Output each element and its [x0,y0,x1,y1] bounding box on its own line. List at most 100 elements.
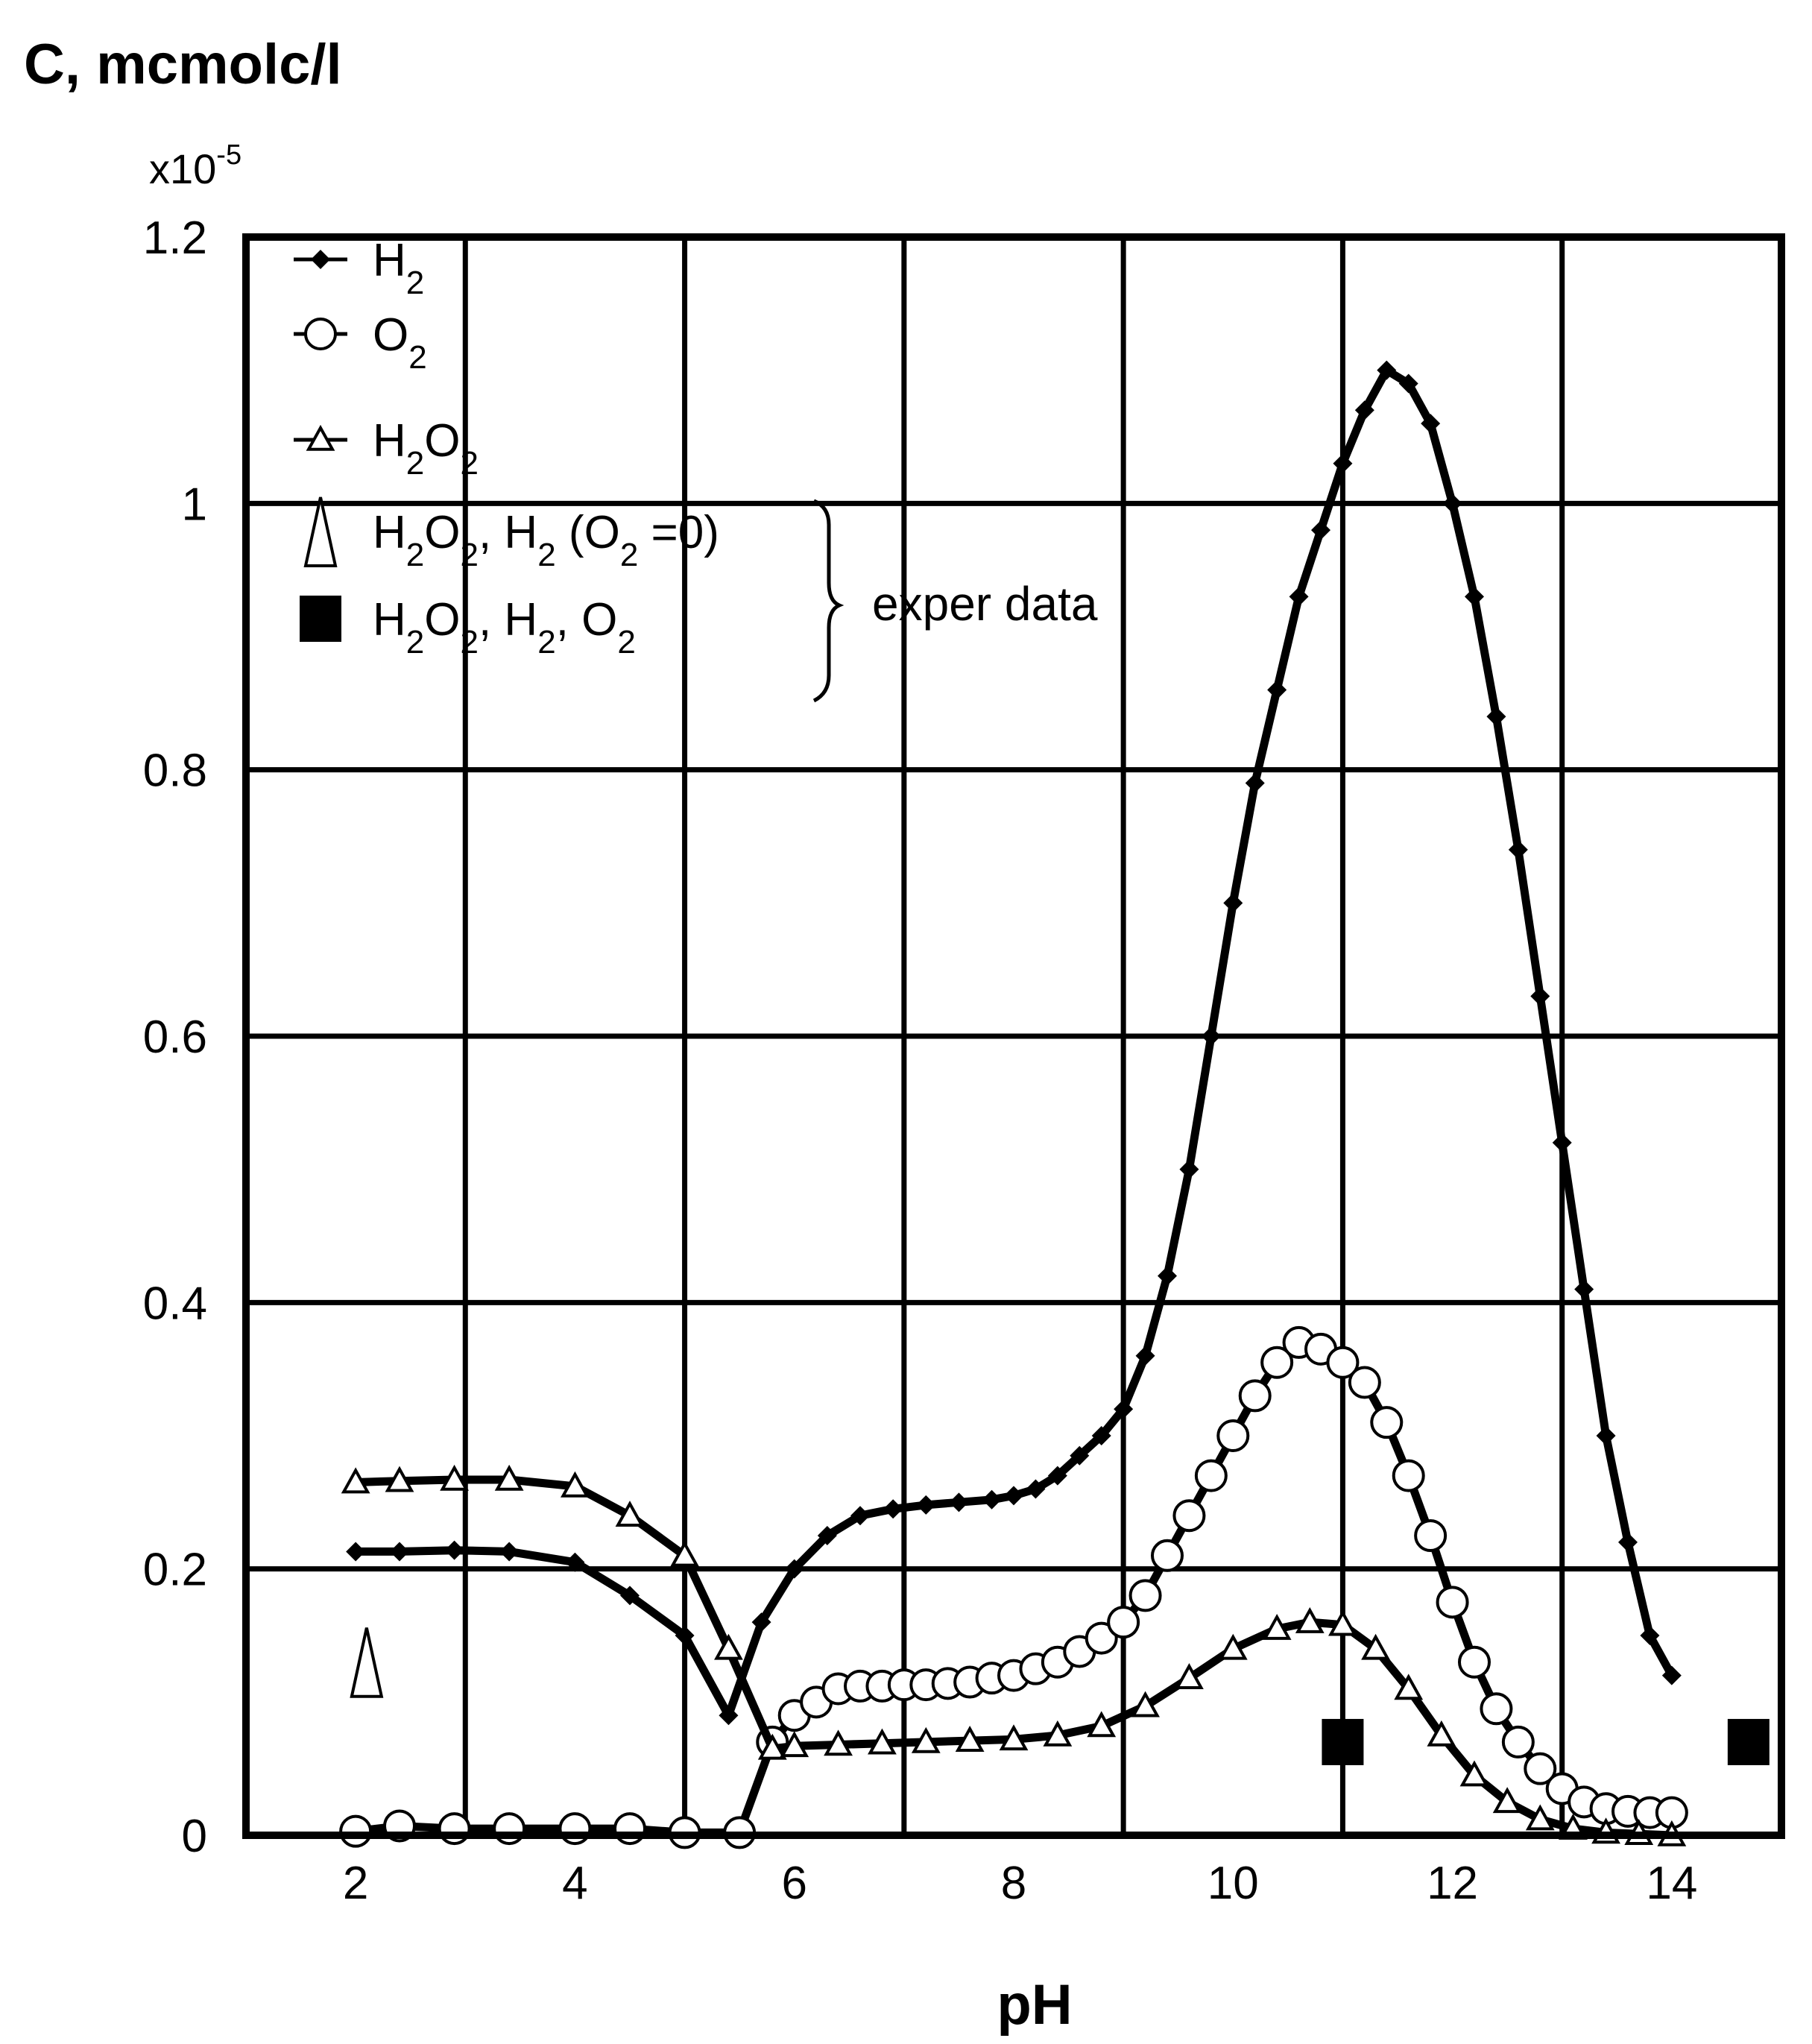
legend-marker [306,424,335,451]
legend-item: H2O2 [294,415,479,482]
data-point [1427,1720,1456,1747]
data-point [1661,1665,1682,1685]
plot-frame [242,233,1785,1839]
data-point [1238,1379,1272,1413]
x-tick-label: 14 [1646,1858,1697,1909]
data-point [850,1506,870,1526]
legend-label: H2 [373,235,424,301]
data-point [1524,1752,1557,1785]
y-tick-label: 0.4 [143,1278,207,1329]
data-point [1114,1399,1134,1419]
data-point [817,1526,837,1545]
data-point [350,1627,384,1698]
legend-item: O2 [294,309,427,376]
data-point [1436,1586,1469,1619]
legend-label-subscript: 2 [406,265,424,301]
legend-label-part: , H [479,594,537,646]
series-layer [339,360,1770,1849]
data-point [1107,1606,1140,1639]
exper-data-brace [812,499,845,703]
data-point [1392,1459,1425,1492]
legend-label-subscript: 2 [408,339,426,376]
data-point [493,1812,526,1846]
legend-label-subscript: 2 [461,537,479,573]
data-point [1501,1725,1535,1758]
x-tick-label: 10 [1208,1858,1259,1909]
series-2 [341,1464,1687,1846]
data-point [1179,1159,1199,1179]
data-point [1128,1579,1162,1612]
data-point [444,1540,464,1560]
y-tick-label: 0.8 [143,745,207,797]
data-point [1398,373,1418,394]
data-point [1245,773,1265,793]
data-point [1486,707,1506,727]
x-tick-label: 2 [343,1858,368,1909]
data-point [385,1466,414,1492]
data-point [1354,400,1374,420]
data-point [757,1733,787,1760]
data-point [982,1489,1002,1510]
x-tick-label: 12 [1427,1858,1478,1909]
legend-label-part: (O [556,507,620,558]
legend-label-part: H [373,235,406,286]
data-point [1135,1346,1155,1366]
data-point [1492,1787,1522,1814]
legend-label: O2 [373,309,427,376]
gridlines [246,237,1781,1835]
data-point [784,1559,804,1579]
series-3 [350,1627,384,1698]
legend-label-subscript: 2 [617,624,635,660]
exper-data-label: exper data [872,577,1098,631]
data-point [1414,1519,1448,1552]
legend-item: H2O2, H2 (O2 =0) [303,496,719,573]
x-tick-label: 6 [781,1858,806,1909]
legend-marker [303,496,338,567]
data-point [1480,1692,1513,1726]
data-point [1218,1633,1248,1660]
data-point [438,1812,471,1846]
data-point [751,1612,771,1633]
data-point [1262,1613,1292,1640]
data-point [1442,493,1462,514]
data-point [1131,1691,1160,1717]
legend-label-part: H [373,507,406,558]
legend-marker [304,318,337,350]
data-point [1175,1663,1204,1689]
data-point [1377,360,1397,380]
legend-label-part: O [373,309,408,361]
data-point [1026,1479,1046,1499]
legend-item: H2 [294,235,424,301]
y-tick-label: 0 [182,1811,207,1862]
data-point [1552,1132,1572,1152]
data-point [558,1812,592,1846]
tick-labels: 0 0.2 0.4 0.6 0.8 1 1.2 2 4 6 8 10 12 14 [143,212,1698,1909]
data-point [1201,1026,1221,1046]
data-point [499,1542,520,1562]
x-tick-label: 8 [1001,1858,1026,1909]
legend-marker [311,250,330,269]
data-point [955,1726,985,1752]
data-point [1070,1445,1090,1466]
data-point [613,1812,646,1846]
data-point [1508,839,1528,859]
legend-label-part: , H [479,507,537,558]
data-point [1158,1266,1177,1286]
x-tick-label: 4 [562,1858,587,1909]
data-point [615,1501,645,1527]
legend-label-subscript: 2 [537,537,555,573]
legend-label-part: H [373,594,406,646]
data-point [780,1731,809,1758]
legend-label-subscript: 2 [537,624,555,660]
y-tick-label: 0.2 [143,1545,207,1596]
data-point [1004,1486,1023,1506]
legend-marker [300,596,341,642]
data-point [1047,1466,1067,1486]
legend-label-subscript: 2 [406,445,424,482]
legend-label-part: =0) [638,507,719,558]
legend-label-part: O [424,594,460,646]
legend-label-part: O [424,507,460,558]
data-point [1328,1609,1357,1636]
